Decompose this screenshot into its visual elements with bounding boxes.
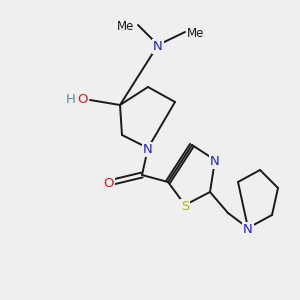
Text: N: N — [210, 155, 220, 168]
Text: Me: Me — [187, 27, 204, 40]
Text: N: N — [143, 143, 153, 156]
Text: N: N — [243, 223, 253, 236]
Text: N: N — [153, 40, 163, 53]
Text: Me: Me — [117, 20, 134, 33]
Text: O: O — [77, 93, 88, 106]
Text: H: H — [66, 93, 76, 106]
Text: S: S — [181, 200, 189, 213]
Text: O: O — [104, 177, 114, 190]
